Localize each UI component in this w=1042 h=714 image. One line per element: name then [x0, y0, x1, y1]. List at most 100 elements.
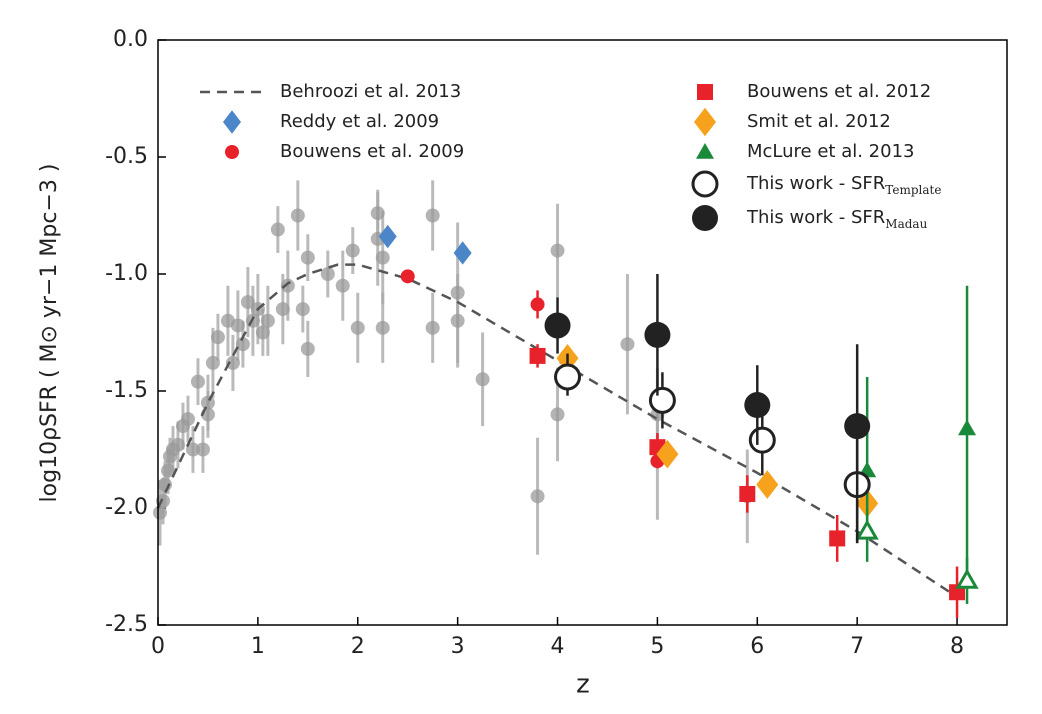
marker [170, 437, 185, 452]
marker [200, 395, 215, 410]
y-tick-label: -0.5 [105, 144, 148, 169]
x-tick-label: 1 [251, 634, 265, 659]
marker [275, 302, 290, 317]
marker [829, 530, 846, 547]
marker [320, 267, 335, 281]
marker [300, 250, 315, 265]
marker [230, 318, 245, 333]
x-tick-label: 7 [850, 634, 864, 659]
marker [620, 337, 635, 352]
legend-name: Smit et al. 2012 [747, 111, 891, 132]
legend-label: Smit et al. 2012 [747, 111, 891, 132]
marker [152, 505, 167, 520]
x-axis-label: z [576, 670, 590, 700]
marker [280, 278, 295, 293]
marker [739, 485, 756, 502]
marker [195, 442, 210, 457]
x-tick-label: 6 [750, 634, 764, 659]
marker [425, 208, 440, 223]
marker [855, 519, 879, 540]
marker [550, 243, 565, 258]
x-tick-label: 8 [950, 634, 964, 659]
marker [648, 386, 676, 414]
marker [295, 302, 310, 317]
y-axis-label: log10ρSFR ( M⊙ yr−1 Mpc−3 ) [37, 164, 62, 503]
x-tick-label: 4 [551, 634, 565, 659]
marker [350, 320, 365, 335]
marker [240, 295, 255, 310]
trend-line [156, 263, 958, 598]
marker [475, 372, 490, 387]
marker [180, 412, 195, 427]
legend-marker [697, 84, 713, 100]
legend-label: Behroozi et al. 2013 [280, 81, 461, 102]
plot-frame [157, 39, 1008, 626]
marker [748, 426, 776, 454]
legend-marker [694, 107, 716, 137]
y-tick-label: -2.5 [105, 612, 148, 637]
legend-marker [696, 143, 714, 159]
marker [554, 363, 582, 391]
legend-marker [691, 170, 719, 198]
x-tick-label: 0 [151, 634, 165, 659]
marker [425, 320, 440, 335]
y-tick-label: -1.5 [105, 378, 148, 403]
legend-label: Reddy et al. 2009 [280, 111, 439, 132]
x-tick-label: 3 [451, 634, 465, 659]
marker [190, 374, 205, 389]
marker [544, 312, 571, 339]
marker [185, 442, 200, 457]
marker [400, 269, 415, 284]
legend-name: McLure et al. 2013 [747, 141, 914, 162]
marker [378, 224, 397, 249]
legend-marker [692, 205, 718, 231]
marker [958, 419, 977, 436]
legend-marker [223, 110, 241, 134]
legend-name: Bouwens et al. 2012 [747, 81, 931, 102]
legend-label: Bouwens et al. 2009 [280, 141, 464, 162]
marker [375, 320, 390, 335]
marker [255, 325, 270, 340]
marker [205, 355, 220, 370]
marker [160, 463, 175, 478]
marker [270, 222, 285, 237]
legend-marker [225, 145, 239, 159]
marker [450, 313, 465, 328]
marker [225, 355, 240, 370]
legend-name: This work - SFR [746, 173, 885, 194]
marker [844, 413, 871, 440]
marker [756, 470, 779, 499]
marker [530, 489, 545, 504]
marker [370, 206, 385, 221]
marker [955, 568, 979, 589]
marker [450, 285, 465, 300]
marker [529, 347, 546, 364]
legend-subscript: Madau [885, 217, 927, 231]
legend-label: This work - SFRTemplate [746, 173, 941, 197]
marker [744, 392, 771, 419]
marker [530, 297, 545, 312]
marker [210, 330, 225, 345]
marker [260, 313, 275, 328]
marker [335, 278, 350, 293]
legend-label: Bouwens et al. 2012 [747, 81, 931, 102]
legend-label: McLure et al. 2013 [747, 141, 914, 162]
legend-name: Reddy et al. 2009 [280, 111, 439, 132]
y-tick-label: -1.0 [105, 261, 148, 286]
y-tick-label: -2.0 [105, 495, 148, 520]
marker [345, 243, 360, 258]
legend-name: Bouwens et al. 2009 [280, 141, 464, 162]
marker [453, 241, 472, 265]
legend-name: Behroozi et al. 2013 [280, 81, 461, 102]
legend-label: This work - SFRMadau [746, 207, 928, 231]
legend-subscript: Template [885, 183, 941, 197]
marker [375, 250, 390, 265]
y-tick-label: 0.0 [113, 27, 148, 52]
x-tick-label: 2 [351, 634, 365, 659]
x-tick-label: 5 [650, 634, 664, 659]
marker [300, 341, 315, 356]
legend-name: This work - SFR [746, 207, 885, 228]
marker [656, 439, 679, 469]
marker [644, 321, 671, 348]
